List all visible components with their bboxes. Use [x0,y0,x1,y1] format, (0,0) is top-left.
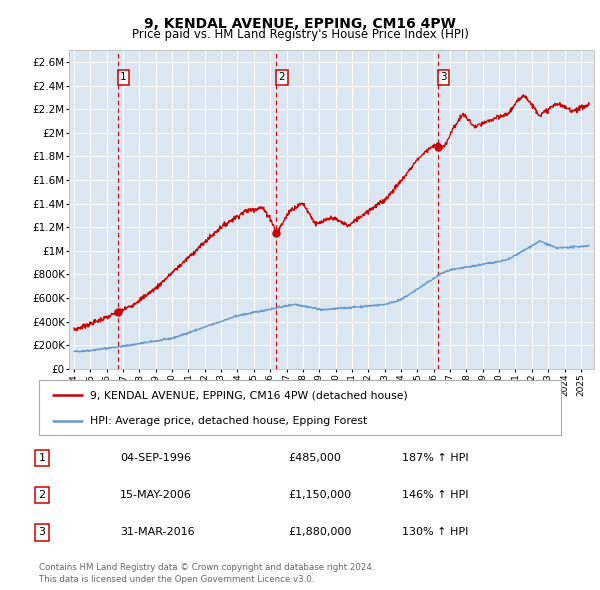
Text: £1,150,000: £1,150,000 [288,490,351,500]
Text: Contains HM Land Registry data © Crown copyright and database right 2024.
This d: Contains HM Land Registry data © Crown c… [39,563,374,584]
Text: Price paid vs. HM Land Registry's House Price Index (HPI): Price paid vs. HM Land Registry's House … [131,28,469,41]
Text: 146% ↑ HPI: 146% ↑ HPI [402,490,469,500]
Text: 3: 3 [38,527,46,537]
Text: 130% ↑ HPI: 130% ↑ HPI [402,527,469,537]
Text: 9, KENDAL AVENUE, EPPING, CM16 4PW: 9, KENDAL AVENUE, EPPING, CM16 4PW [144,17,456,31]
Text: 2: 2 [38,490,46,500]
Text: 04-SEP-1996: 04-SEP-1996 [120,453,191,463]
Text: 31-MAR-2016: 31-MAR-2016 [120,527,194,537]
Text: 15-MAY-2006: 15-MAY-2006 [120,490,192,500]
Text: HPI: Average price, detached house, Epping Forest: HPI: Average price, detached house, Eppi… [90,416,367,426]
Text: 3: 3 [440,73,447,82]
Text: £1,880,000: £1,880,000 [288,527,352,537]
Text: 9, KENDAL AVENUE, EPPING, CM16 4PW (detached house): 9, KENDAL AVENUE, EPPING, CM16 4PW (deta… [90,391,408,401]
Text: 1: 1 [38,453,46,463]
Text: 1: 1 [120,73,127,82]
Text: 2: 2 [278,73,285,82]
Text: 187% ↑ HPI: 187% ↑ HPI [402,453,469,463]
Text: £485,000: £485,000 [288,453,341,463]
